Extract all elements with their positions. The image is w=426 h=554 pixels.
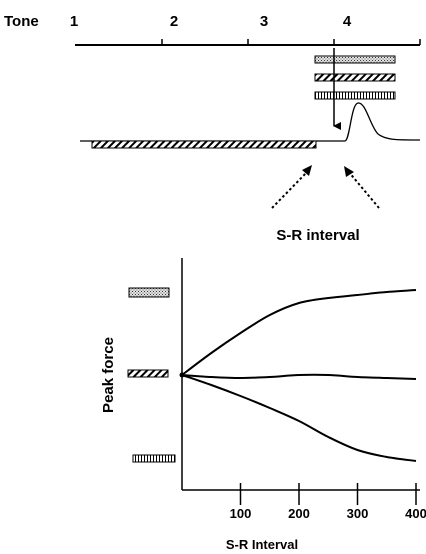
tone-number-4: 4 — [343, 13, 352, 30]
stimulus-bar-stippled — [314, 55, 396, 64]
tone-number-2: 2 — [170, 13, 178, 30]
x-ticks: 100 200 300 400 — [230, 483, 426, 521]
timeline-label: Tone — [4, 13, 39, 30]
legend-swatch-diagonal — [127, 369, 169, 378]
stimulus-panel: S-R interval — [80, 48, 421, 244]
stimulus-bar-diagonal — [314, 73, 396, 82]
baseline-bar-diagonal — [91, 140, 317, 149]
interval-arrow-left — [271, 169, 310, 209]
origin-point — [179, 372, 185, 378]
x-tick-label-400: 400 — [405, 506, 426, 521]
stimulus-bar-vertical — [314, 91, 396, 100]
tone-number-3: 3 — [260, 13, 268, 30]
x-axis-label: S-R Interval — [226, 537, 298, 552]
tone-timeline: Tone 1 2 3 4 — [4, 13, 421, 46]
series-line-stippled — [181, 289, 417, 376]
tone-number-1: 1 — [70, 13, 78, 30]
interval-arrow-right — [347, 170, 380, 209]
series-lines — [179, 289, 417, 462]
x-tick-label-200: 200 — [288, 506, 310, 521]
force-trace — [80, 102, 421, 142]
interval-arrowhead-right — [344, 166, 354, 177]
x-tick-label-100: 100 — [230, 506, 252, 521]
interval-arrowhead-left — [302, 165, 312, 176]
series-line-diagonal — [181, 373, 417, 380]
peak-force-graph: Peak force S-R Interval 100 200 300 400 — [100, 258, 426, 552]
series-line-vertical — [181, 374, 417, 462]
legend-swatch-stippled — [128, 287, 170, 298]
legend-swatch-vertical — [132, 454, 176, 463]
y-axis-label: Peak force — [100, 337, 117, 413]
interval-label: S-R interval — [276, 227, 359, 244]
x-tick-label-300: 300 — [347, 506, 369, 521]
